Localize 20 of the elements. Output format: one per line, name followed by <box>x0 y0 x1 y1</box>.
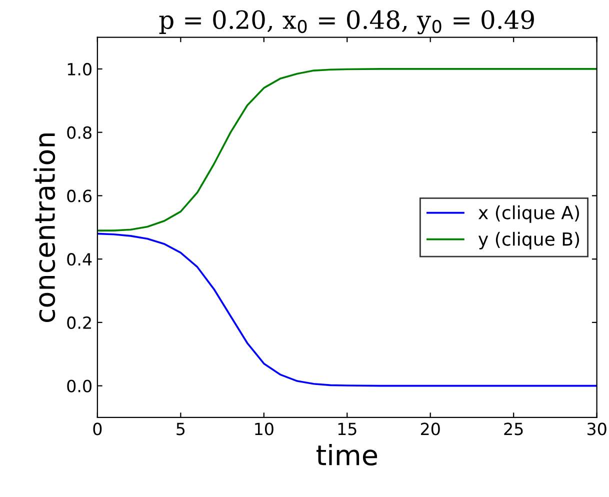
x-tick-label: 15 <box>338 422 356 436</box>
y-tick-label: 0.2 <box>67 316 91 329</box>
x-tick-label: 20 <box>420 422 440 436</box>
y-axis-title: concentration <box>34 134 56 322</box>
x-axis-title: time <box>316 444 378 466</box>
chart-title: p = 0.20, x$_{0}$ = 0.48, y$_{0}$ = 0.49 <box>159 10 534 34</box>
x-tick-label: 25 <box>504 422 523 436</box>
line-series <box>97 232 597 387</box>
line-series <box>97 68 597 232</box>
x-tick-label: 30 <box>587 422 606 436</box>
y-tick-label: 0.8 <box>67 126 92 139</box>
x-tick-label: 10 <box>255 422 274 436</box>
x-tick-label: 5 <box>176 422 185 436</box>
y-tick-label: 0.0 <box>67 380 92 392</box>
y-tick-label: 0.6 <box>67 190 92 202</box>
y-tick-label: 0.4 <box>67 253 92 266</box>
y-tick-label: 1.0 <box>68 62 92 76</box>
x-tick-label: 0 <box>93 422 102 436</box>
legend-label: x (clique A) <box>478 205 579 223</box>
legend-label: y (clique B) <box>478 232 580 250</box>
